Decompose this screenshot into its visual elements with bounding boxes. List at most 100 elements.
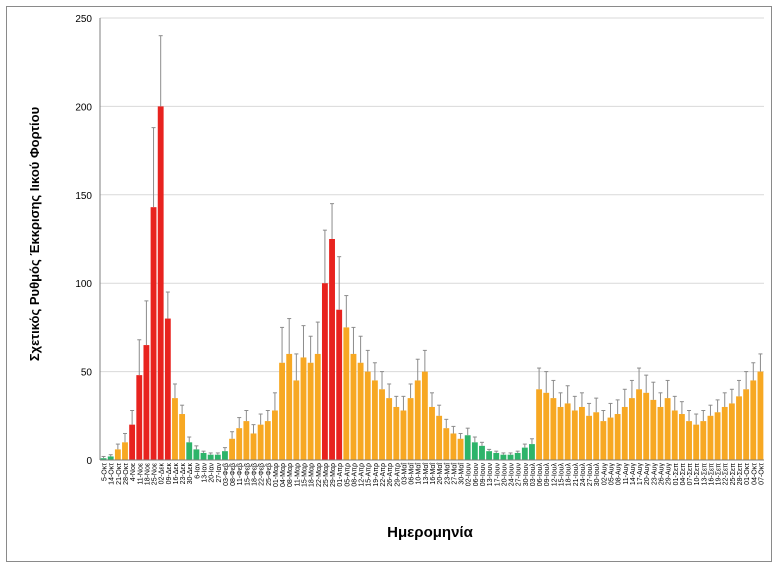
x-tick-label: 14-Αυγ: [630, 463, 637, 486]
y-tick-labels: 0 50 100 150 200 250: [75, 14, 92, 467]
x-tick-label: 08-Απρ: [351, 463, 358, 487]
bar: [529, 444, 535, 460]
bar: [229, 438, 236, 460]
x-tick-label: 08-Μαρ: [287, 463, 294, 487]
bar: [264, 421, 271, 460]
bar: [186, 442, 193, 460]
x-tick-label: 02-Ιουν: [466, 463, 473, 487]
bar: [586, 415, 593, 460]
bars: [100, 106, 764, 461]
bar: [628, 398, 635, 460]
x-tick-label: 07-Οκτ: [758, 463, 765, 485]
x-tick-label: 18-Νοε: [144, 463, 151, 485]
bar: [243, 421, 250, 460]
x-tick-label: 25-Νοε: [152, 463, 159, 485]
x-tick-label: 18-Ιουλ: [566, 463, 573, 487]
bar: [400, 410, 407, 460]
bar: [678, 414, 685, 460]
x-tick-label: 09-Ιουν: [480, 463, 487, 487]
x-tick-label: 14-Οκτ: [109, 463, 116, 485]
x-tick-label: 27-Ιουλ: [587, 463, 594, 487]
axes: [99, 18, 764, 461]
x-tick-label: 29-Μαρ: [330, 463, 337, 487]
x-tick-label: 05-Αυγ: [608, 463, 615, 486]
x-tick-label: 08-Αυγ: [616, 463, 623, 486]
y-tick-label: 150: [75, 191, 92, 202]
x-tick-label: 22-Σεπ: [723, 463, 730, 486]
bar: [564, 403, 571, 460]
bar: [321, 283, 328, 460]
x-tick-label: 03-Φεβ: [223, 463, 230, 486]
x-tick-label: 19-Σεπ: [716, 463, 723, 486]
x-tick-label: 27-Ιουν: [516, 463, 523, 487]
x-tick-label: 11-Αυγ: [623, 463, 630, 485]
x-tick-label: 22-Μαρ: [316, 463, 323, 487]
x-tick-label: 4-Νοε: [130, 463, 137, 481]
bar: [307, 362, 314, 460]
bar: [107, 456, 114, 460]
x-tick-label: 25-Σεπ: [730, 463, 737, 486]
x-tick-label: 06-Μαΐ: [408, 463, 416, 485]
bar: [386, 398, 393, 460]
bar: [636, 389, 642, 460]
x-tick-label: 12-Ιουλ: [551, 463, 558, 487]
bar: [671, 410, 678, 460]
bar: [250, 433, 257, 460]
x-tick-label: 25-Φεβ: [266, 463, 273, 486]
bar: [507, 454, 514, 460]
bar: [279, 362, 285, 460]
x-tick-label: 22-Φεβ: [259, 463, 266, 486]
x-tick-label: 04-Οκτ: [751, 463, 758, 485]
bar: [471, 442, 478, 460]
x-tick-label: 16-Δεκ: [173, 463, 180, 485]
x-tick-label: 16-Σεπ: [708, 463, 715, 486]
x-tick-label: 28-Οκτ: [123, 463, 130, 485]
x-tick-label: 15-Μαρ: [301, 463, 308, 487]
bar: [514, 452, 521, 460]
bar: [714, 412, 721, 460]
bar: [743, 389, 750, 460]
x-tick-label: 25-Μαρ: [323, 463, 330, 487]
x-tick-label: 02-Αυγ: [601, 463, 608, 486]
bar: [536, 389, 543, 460]
bar: [571, 410, 578, 460]
x-axis-label: Ημερομηνία: [387, 524, 473, 541]
bar: [257, 424, 264, 460]
bar: [286, 353, 293, 460]
bar: [736, 396, 742, 460]
y-tick-label: 50: [81, 368, 93, 379]
bar: [236, 428, 243, 460]
x-tick-label: 15-Φεβ: [244, 463, 251, 486]
bar: [436, 415, 443, 460]
bar: [457, 438, 464, 460]
y-axis-label: Σχετικός Ρυθμός Έκκρισης Ιικού Φορτίου: [27, 106, 42, 361]
x-tick-label: 18-Μαρ: [309, 463, 316, 487]
bar: [271, 410, 278, 460]
y-tick-label: 200: [75, 102, 92, 113]
bar: [293, 380, 300, 460]
x-tick-label: 20-Αυγ: [644, 463, 651, 486]
bar: [214, 454, 221, 460]
bar: [114, 449, 121, 460]
x-tick-label: 13-Μαΐ: [422, 463, 430, 485]
bar: [379, 389, 385, 460]
x-tick-label: 16-Μαΐ: [429, 463, 437, 485]
bar: [521, 447, 528, 460]
x-tick-label: 5-Οκτ: [102, 463, 109, 481]
bar: [200, 452, 207, 460]
x-tick-label: 24-Ιουλ: [580, 463, 587, 487]
bar: [300, 357, 307, 460]
bar: [614, 414, 621, 460]
bar: [207, 454, 214, 460]
x-tick-label: 03-Ιουλ: [530, 463, 537, 487]
x-tick-label: 29-Απρ: [394, 463, 401, 487]
bar: [129, 424, 136, 460]
bar: [421, 371, 428, 460]
bar: [643, 392, 650, 460]
x-tick-label: 20-Ιουν: [501, 463, 508, 487]
x-tick-label: 15-Ιουλ: [559, 463, 566, 487]
bar: [657, 406, 664, 460]
x-tick-label: 26-Αυγ: [658, 463, 665, 486]
x-tick-label: 02-Δεκ: [159, 463, 166, 485]
